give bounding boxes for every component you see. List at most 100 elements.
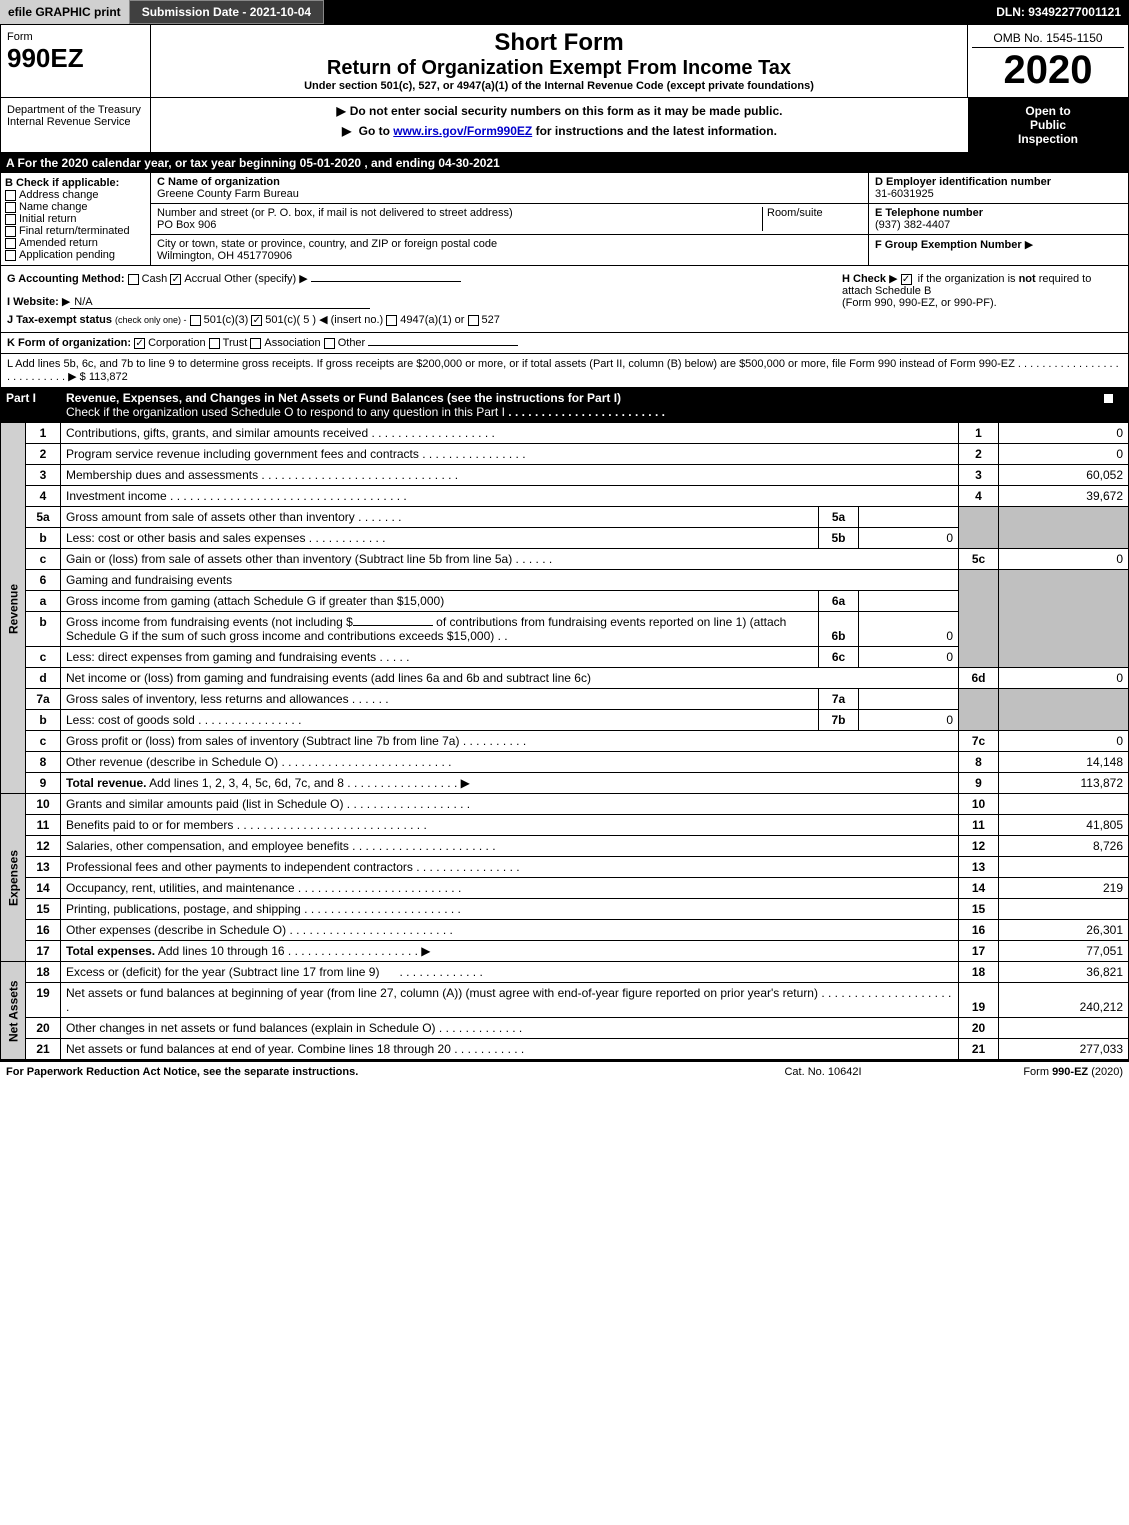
greyval-7 bbox=[999, 689, 1129, 731]
cb-application-pending[interactable]: Application pending bbox=[5, 249, 146, 261]
l-amount: $ 113,872 bbox=[80, 371, 128, 383]
corp-label: Corporation bbox=[148, 337, 205, 349]
phone-value: (937) 382-4407 bbox=[875, 219, 1122, 231]
cb-address-change[interactable]: Address change bbox=[5, 189, 146, 201]
goto-suffix: for instructions and the latest informat… bbox=[536, 124, 777, 138]
desc-5a: Gross amount from sale of assets other t… bbox=[66, 510, 355, 524]
desc-12: Salaries, other compensation, and employ… bbox=[66, 839, 349, 853]
val-17: 77,051 bbox=[999, 941, 1129, 962]
other-org-label: Other bbox=[338, 337, 366, 349]
section-ghij: G Accounting Method: Cash Accrual Other … bbox=[0, 266, 1129, 333]
other-org-input[interactable] bbox=[368, 345, 518, 346]
val-16: 26,301 bbox=[999, 920, 1129, 941]
val-13 bbox=[999, 857, 1129, 878]
desc-17: Add lines 10 through 16 bbox=[158, 944, 285, 958]
cb-assoc[interactable] bbox=[250, 338, 261, 349]
irs-link[interactable]: www.irs.gov/Form990EZ bbox=[393, 124, 532, 138]
addr-value: PO Box 906 bbox=[157, 219, 762, 231]
cb-501c[interactable] bbox=[251, 315, 262, 326]
page-footer: For Paperwork Reduction Act Notice, see … bbox=[0, 1060, 1129, 1082]
ln-16: 16 bbox=[26, 920, 61, 941]
k-label: K Form of organization: bbox=[7, 337, 131, 349]
cb-501c3[interactable] bbox=[190, 315, 201, 326]
j-label: J Tax-exempt status bbox=[7, 314, 112, 326]
cb-accrual[interactable] bbox=[170, 274, 181, 285]
cb-schedule-o[interactable] bbox=[1103, 393, 1114, 404]
footer-catno: Cat. No. 10642I bbox=[723, 1066, 923, 1078]
cb-corp[interactable] bbox=[134, 338, 145, 349]
room-suite: Room/suite bbox=[762, 207, 862, 231]
part-1-title: Revenue, Expenses, and Changes in Net As… bbox=[66, 391, 621, 405]
desc-2: Program service revenue including govern… bbox=[66, 447, 419, 461]
num-11: 11 bbox=[959, 815, 999, 836]
efile-print-button[interactable]: efile GRAPHIC print bbox=[0, 0, 129, 24]
cb-label-final: Final return/terminated bbox=[19, 225, 130, 237]
footer-suffix: (2020) bbox=[1088, 1066, 1123, 1078]
ln-9: 9 bbox=[26, 773, 61, 794]
num-8: 8 bbox=[959, 752, 999, 773]
ln-21: 21 bbox=[26, 1039, 61, 1060]
arrow-icon bbox=[342, 124, 355, 138]
val-6d: 0 bbox=[999, 668, 1129, 689]
ln-1: 1 bbox=[26, 423, 61, 444]
ln-6: 6 bbox=[26, 570, 61, 591]
warning-goto: Go to www.irs.gov/Form990EZ for instruct… bbox=[157, 124, 962, 138]
cb-h[interactable] bbox=[901, 274, 912, 285]
open-public-block: Open to Public Inspection bbox=[968, 98, 1128, 152]
tax-year: 2020 bbox=[972, 48, 1124, 93]
part-1-table: Revenue 1 Contributions, gifts, grants, … bbox=[0, 422, 1129, 1060]
irs-label: Internal Revenue Service bbox=[7, 116, 131, 128]
val-1: 0 bbox=[999, 423, 1129, 444]
header-row-2: Department of the Treasury Internal Reve… bbox=[0, 98, 1129, 153]
ln-7b: b bbox=[26, 710, 61, 731]
other-specify-input[interactable] bbox=[311, 281, 461, 282]
line-k: K Form of organization: Corporation Trus… bbox=[0, 333, 1129, 354]
ln-15: 15 bbox=[26, 899, 61, 920]
cb-cash[interactable] bbox=[128, 274, 139, 285]
l-text: L Add lines 5b, 6c, and 7b to line 9 to … bbox=[7, 358, 1015, 370]
ln-11: 11 bbox=[26, 815, 61, 836]
h-label: H Check bbox=[842, 273, 886, 285]
ln-5a: 5a bbox=[26, 507, 61, 528]
cb-final-return[interactable]: Final return/terminated bbox=[5, 225, 146, 237]
j-note: (check only one) - bbox=[115, 315, 187, 325]
cb-amended-return[interactable]: Amended return bbox=[5, 237, 146, 249]
6b-blank[interactable] bbox=[353, 625, 433, 626]
desc-6: Gaming and fundraising events bbox=[66, 573, 232, 587]
cb-527[interactable] bbox=[468, 315, 479, 326]
return-title: Return of Organization Exempt From Incom… bbox=[155, 57, 963, 80]
cb-initial-return[interactable]: Initial return bbox=[5, 213, 146, 225]
cb-4947[interactable] bbox=[386, 315, 397, 326]
omb-number: OMB No. 1545-1150 bbox=[972, 29, 1124, 48]
header-col-form: Form 990EZ bbox=[1, 25, 151, 97]
cb-trust[interactable] bbox=[209, 338, 220, 349]
dln-number: DLN: 93492277001121 bbox=[988, 5, 1129, 19]
cb-other-org[interactable] bbox=[324, 338, 335, 349]
val-3: 60,052 bbox=[999, 465, 1129, 486]
part-1-header: Part I Revenue, Expenses, and Changes in… bbox=[0, 388, 1129, 422]
col-c-org-info: C Name of organization Greene County Far… bbox=[151, 173, 868, 265]
val-12: 8,726 bbox=[999, 836, 1129, 857]
insert-no: (insert no.) bbox=[331, 314, 384, 326]
ln-7c: c bbox=[26, 731, 61, 752]
open-to-text: Open to bbox=[974, 104, 1122, 118]
num-20: 20 bbox=[959, 1018, 999, 1039]
ln-8: 8 bbox=[26, 752, 61, 773]
desc-16: Other expenses (describe in Schedule O) bbox=[66, 923, 286, 937]
desc-21: Net assets or fund balances at end of ye… bbox=[66, 1042, 451, 1056]
num-16: 16 bbox=[959, 920, 999, 941]
desc-6d: Net income or (loss) from gaming and fun… bbox=[66, 671, 591, 685]
subval-7b: 0 bbox=[859, 710, 959, 731]
cb-name-change[interactable]: Name change bbox=[5, 201, 146, 213]
footer-prefix: Form bbox=[1023, 1066, 1052, 1078]
desc-9: Add lines 1, 2, 3, 4, 5c, 6d, 7c, and 8 bbox=[149, 776, 344, 790]
grey-7 bbox=[959, 689, 999, 731]
f-arrow-icon: ▶ bbox=[1025, 239, 1033, 251]
ln-6b: b bbox=[26, 612, 61, 647]
addr-label: Number and street (or P. O. box, if mail… bbox=[157, 207, 762, 219]
desc-8: Other revenue (describe in Schedule O) bbox=[66, 755, 278, 769]
subval-7a bbox=[859, 689, 959, 710]
desc-7a: Gross sales of inventory, less returns a… bbox=[66, 692, 349, 706]
form-number: 990EZ bbox=[7, 43, 144, 74]
opt-501c: 501(c)( 5 ) bbox=[265, 314, 316, 326]
